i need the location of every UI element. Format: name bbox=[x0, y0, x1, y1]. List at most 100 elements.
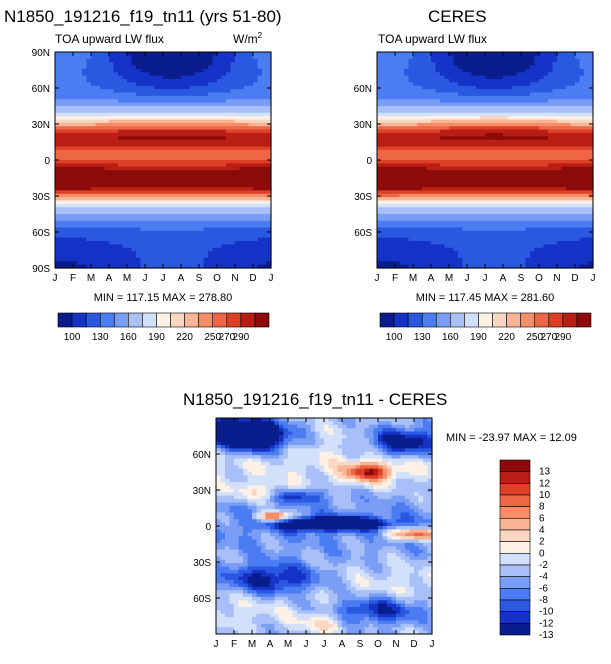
model-cell bbox=[140, 200, 146, 205]
model-cell bbox=[149, 62, 155, 67]
model-cell bbox=[208, 102, 214, 107]
model-cell bbox=[59, 133, 65, 137]
model-cell bbox=[118, 207, 124, 212]
model-cell bbox=[194, 180, 200, 185]
model-cell bbox=[257, 65, 263, 70]
model-cell bbox=[185, 92, 191, 97]
model-cell bbox=[248, 149, 254, 154]
model-cell bbox=[86, 139, 92, 144]
model-cell bbox=[59, 149, 65, 154]
model-cell bbox=[73, 109, 79, 114]
model-cell bbox=[181, 176, 187, 181]
model-cell bbox=[118, 58, 124, 63]
model-cell bbox=[172, 224, 178, 229]
model-cell bbox=[95, 119, 101, 124]
model-cell bbox=[194, 217, 200, 222]
model-cell bbox=[235, 264, 241, 269]
model-cell bbox=[239, 139, 245, 144]
model-cell bbox=[122, 220, 128, 225]
model-cell bbox=[82, 190, 88, 195]
model-cell bbox=[149, 193, 155, 198]
model-cell bbox=[235, 261, 241, 266]
model-cell bbox=[154, 153, 160, 158]
model-cell bbox=[244, 133, 250, 137]
model-cell bbox=[163, 85, 169, 90]
model-cell bbox=[194, 207, 200, 212]
model-cell bbox=[109, 166, 115, 171]
model-cell bbox=[113, 257, 119, 262]
model-cell bbox=[55, 82, 61, 87]
model-cell bbox=[104, 187, 110, 191]
model-cell bbox=[140, 116, 146, 121]
model-cell bbox=[253, 112, 259, 117]
model-cell bbox=[118, 72, 124, 77]
model-cell bbox=[158, 65, 164, 70]
model-cell bbox=[118, 210, 124, 215]
model-cell bbox=[82, 217, 88, 222]
model-cell bbox=[127, 55, 133, 60]
model-cell bbox=[167, 72, 173, 77]
model-cell bbox=[95, 200, 101, 205]
model-cell bbox=[257, 247, 263, 252]
model-colorbar-swatch bbox=[71, 312, 87, 328]
model-cell bbox=[212, 193, 218, 198]
model-cell bbox=[122, 227, 128, 232]
model-cell bbox=[226, 109, 232, 114]
model-cell bbox=[212, 156, 218, 161]
model-cell bbox=[208, 180, 214, 185]
model-cell bbox=[136, 136, 142, 141]
model-cell bbox=[140, 95, 146, 100]
model-cell bbox=[257, 244, 263, 249]
model-cell bbox=[154, 180, 160, 185]
model-cell bbox=[100, 82, 106, 87]
model-cell bbox=[127, 261, 133, 266]
model-cell bbox=[190, 82, 196, 87]
model-cell bbox=[82, 99, 88, 104]
model-cell bbox=[140, 180, 146, 185]
model-cell bbox=[145, 116, 151, 121]
model-cell bbox=[217, 153, 223, 158]
model-cell bbox=[109, 82, 115, 87]
model-cell bbox=[100, 112, 106, 117]
units-label: W/m2 bbox=[233, 31, 263, 46]
model-cell bbox=[194, 116, 200, 121]
model-colorbar-swatch bbox=[156, 312, 171, 328]
model-cell bbox=[244, 55, 250, 60]
model-cell bbox=[77, 173, 83, 178]
model-cell bbox=[127, 82, 133, 87]
model-cell bbox=[77, 251, 83, 256]
model-cell bbox=[185, 62, 191, 67]
model-cell bbox=[154, 129, 160, 134]
model-cell bbox=[149, 122, 155, 127]
model-cell bbox=[122, 129, 128, 134]
model-cell bbox=[235, 62, 241, 67]
model-cell bbox=[190, 153, 196, 158]
model-cell bbox=[248, 203, 254, 208]
model-cell bbox=[131, 126, 137, 131]
model-cell bbox=[104, 197, 110, 202]
model-cell bbox=[82, 72, 88, 77]
model-cell bbox=[145, 52, 151, 56]
model-cell bbox=[239, 183, 245, 188]
model-cell bbox=[248, 170, 254, 175]
model-cell bbox=[167, 166, 173, 171]
model-cell bbox=[221, 251, 227, 256]
model-cell bbox=[100, 173, 106, 178]
model-cell bbox=[154, 257, 160, 262]
model-cell bbox=[73, 149, 79, 154]
model-cell bbox=[64, 190, 70, 195]
model-cell bbox=[262, 139, 268, 144]
model-cell bbox=[131, 217, 137, 222]
model-cell bbox=[158, 85, 164, 90]
model-cell bbox=[118, 143, 124, 148]
model-cell bbox=[226, 82, 232, 87]
model-cell bbox=[131, 207, 137, 212]
model-cell bbox=[167, 173, 173, 178]
model-cell bbox=[59, 112, 65, 117]
model-cell bbox=[163, 190, 169, 195]
model-cell bbox=[163, 99, 169, 104]
model-cell bbox=[167, 160, 173, 164]
model-cell bbox=[235, 136, 241, 141]
model-cell bbox=[100, 85, 106, 90]
model-cell bbox=[154, 139, 160, 144]
